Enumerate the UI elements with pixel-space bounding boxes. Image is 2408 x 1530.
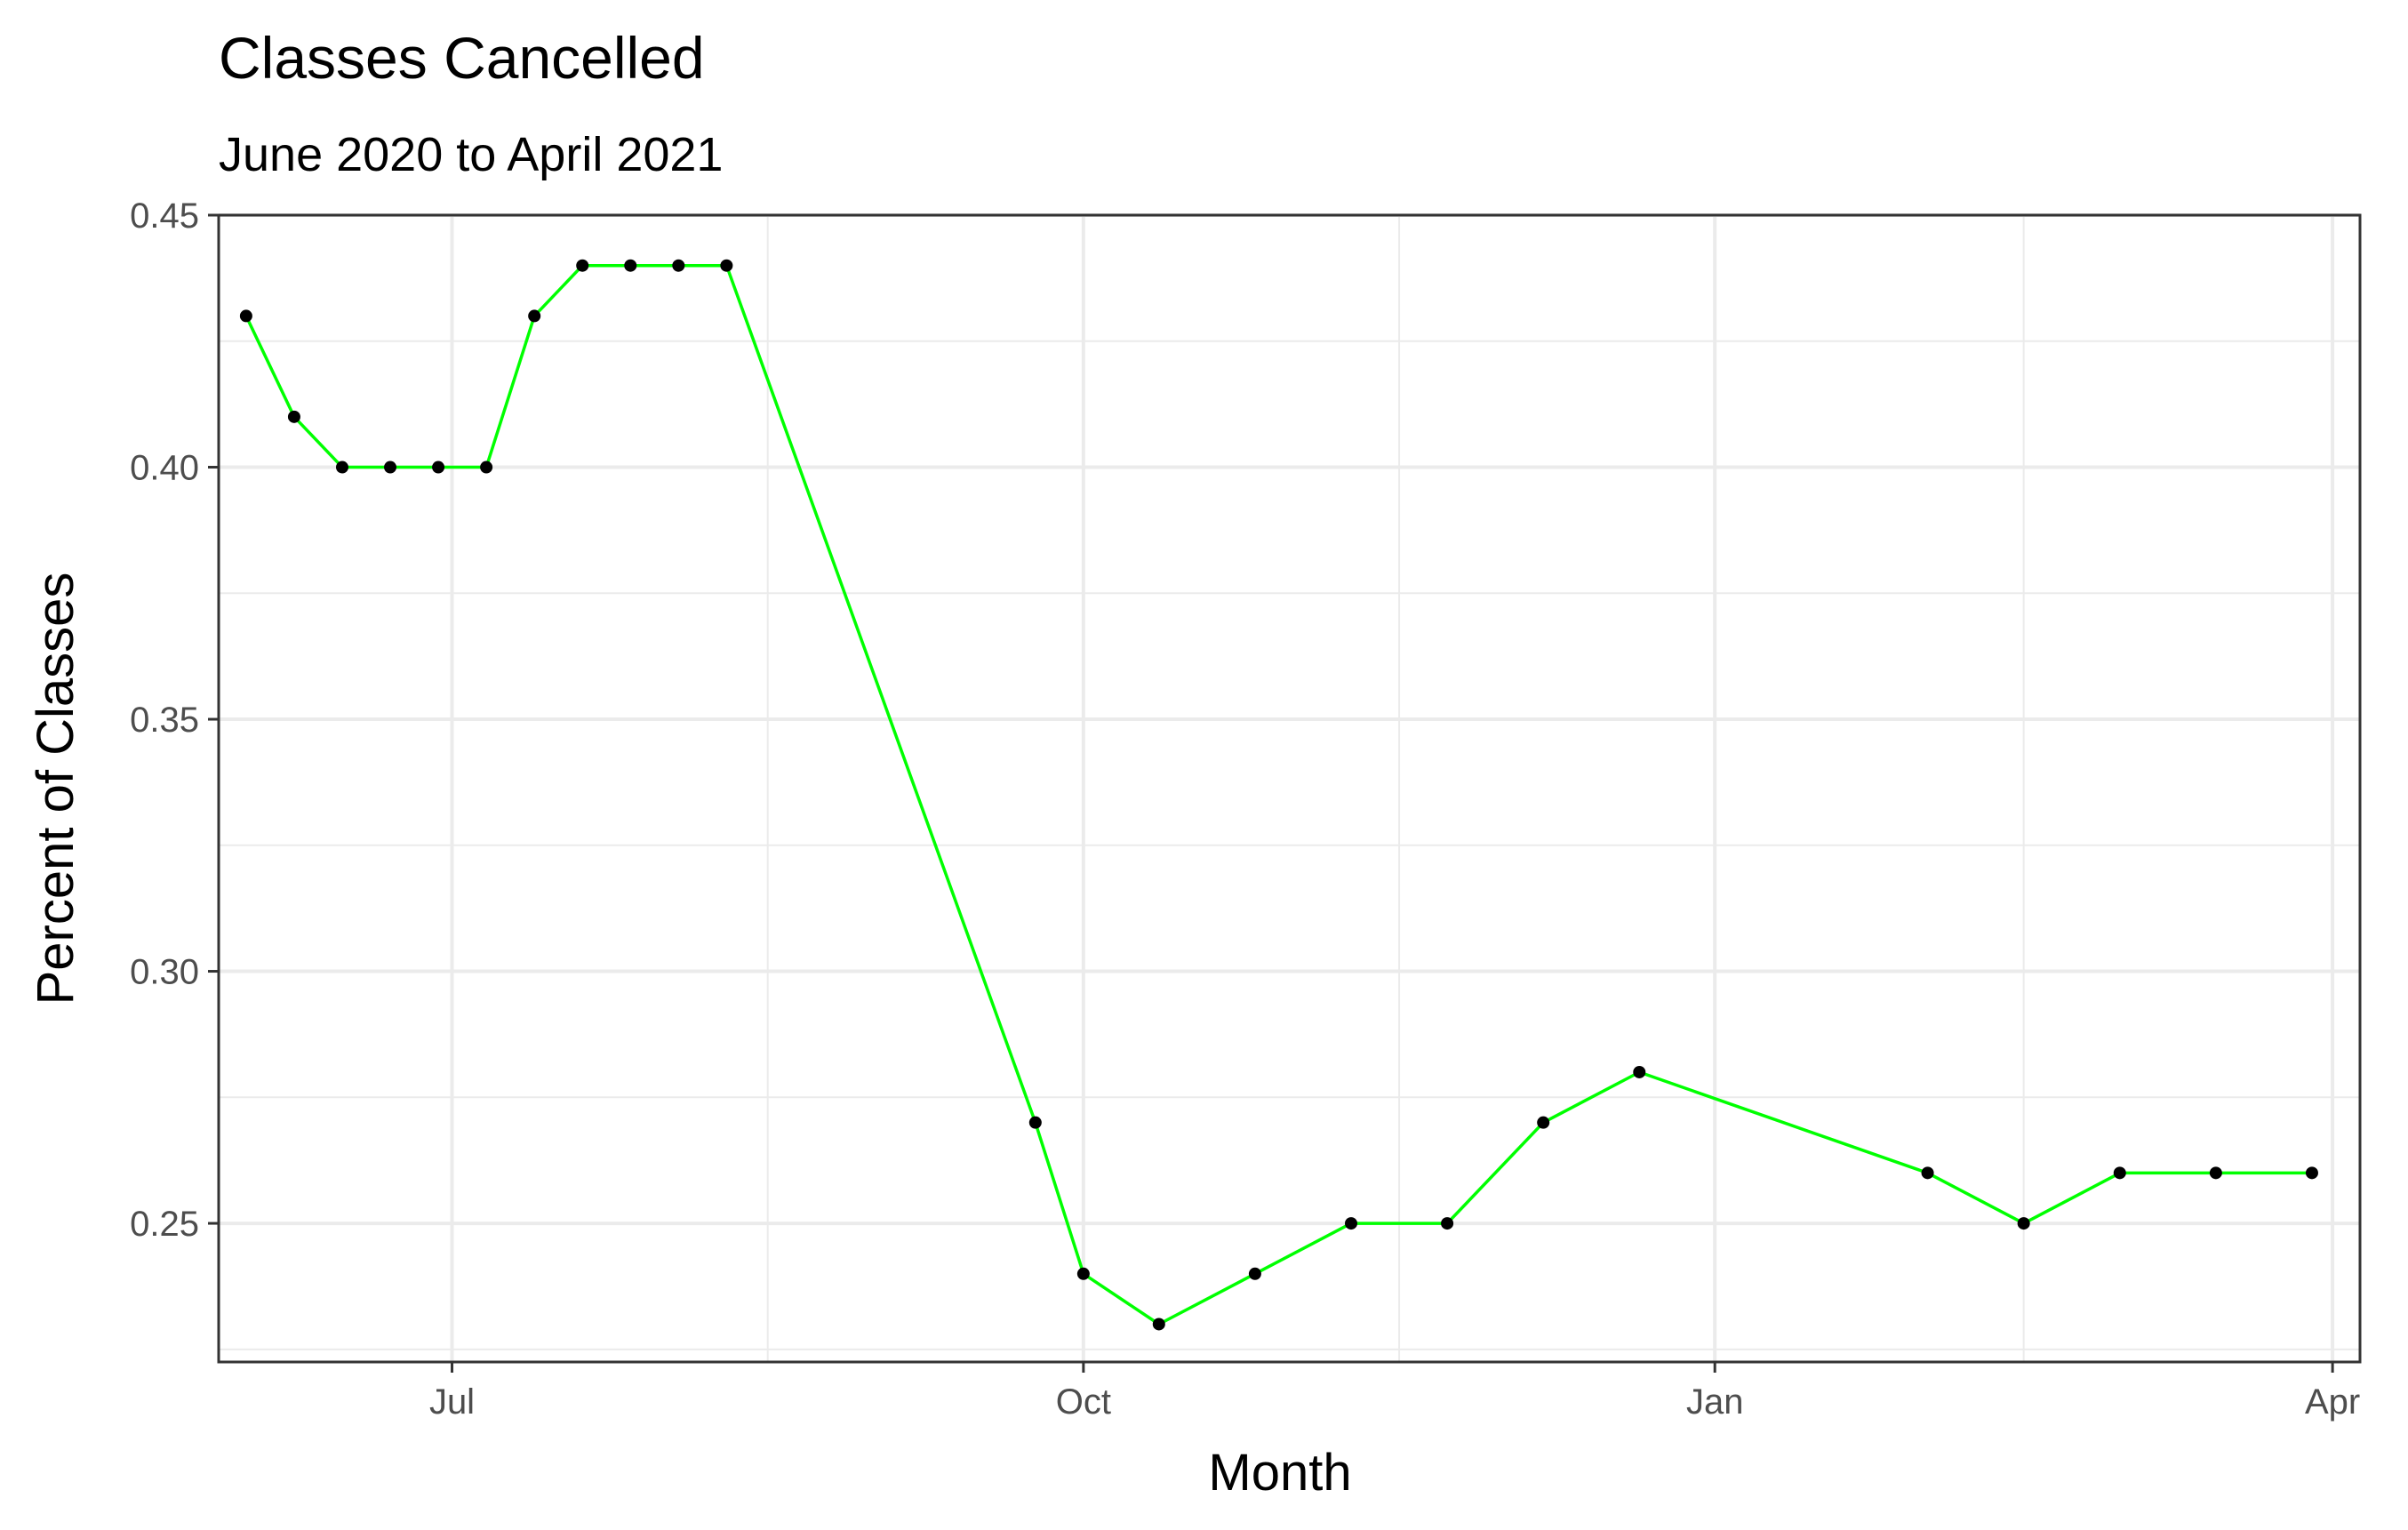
x-tick-label: Oct: [1056, 1382, 1111, 1422]
x-axis: Jul Oct Jan Apr: [429, 1362, 2360, 1422]
y-tick-label: 0.35: [130, 701, 199, 740]
data-point: [1028, 1116, 1042, 1129]
data-point: [1441, 1217, 1454, 1230]
series-line-path: [244, 263, 2312, 1326]
y-tick-label: 0.45: [130, 196, 199, 236]
data-point: [1248, 1267, 1261, 1280]
data-point: [2305, 1166, 2318, 1180]
chart-title: Classes Cancelled: [219, 25, 705, 91]
data-point: [576, 259, 589, 272]
data-point: [287, 410, 300, 423]
series-line: [244, 263, 2312, 1326]
data-point: [2017, 1217, 2030, 1230]
plot-border: [217, 213, 2362, 1364]
data-point: [1344, 1217, 1357, 1230]
y-tick-label: 0.40: [130, 449, 199, 488]
x-axis-label: Month: [1208, 1444, 1351, 1502]
data-point: [1921, 1166, 1934, 1180]
y-axis-label: Percent of Classes: [27, 573, 84, 1005]
data-point: [480, 461, 493, 474]
x-tick-label: Apr: [2305, 1382, 2360, 1422]
data-points: [239, 259, 2318, 1331]
data-point: [384, 461, 397, 474]
data-point: [1633, 1065, 1646, 1078]
x-tick-label: Jan: [1686, 1382, 1744, 1422]
data-point: [335, 461, 348, 474]
data-point: [672, 259, 685, 272]
data-point: [1537, 1116, 1550, 1129]
data-point: [239, 309, 252, 323]
y-tick-label: 0.25: [130, 1205, 199, 1244]
y-axis: 0.25 0.30 0.35 0.40 0.45: [130, 196, 219, 1244]
data-point: [624, 259, 637, 272]
y-tick-label: 0.30: [130, 953, 199, 992]
data-point: [1152, 1318, 1165, 1331]
data-point: [528, 309, 541, 323]
x-tick-label: Jul: [429, 1382, 475, 1422]
chart-subtitle: June 2020 to April 2021: [219, 128, 723, 181]
plot-panel: [219, 215, 2360, 1362]
data-point: [432, 461, 445, 474]
data-point: [2209, 1166, 2222, 1180]
data-point: [2113, 1166, 2126, 1180]
data-point: [1076, 1267, 1090, 1280]
data-point: [720, 259, 733, 272]
